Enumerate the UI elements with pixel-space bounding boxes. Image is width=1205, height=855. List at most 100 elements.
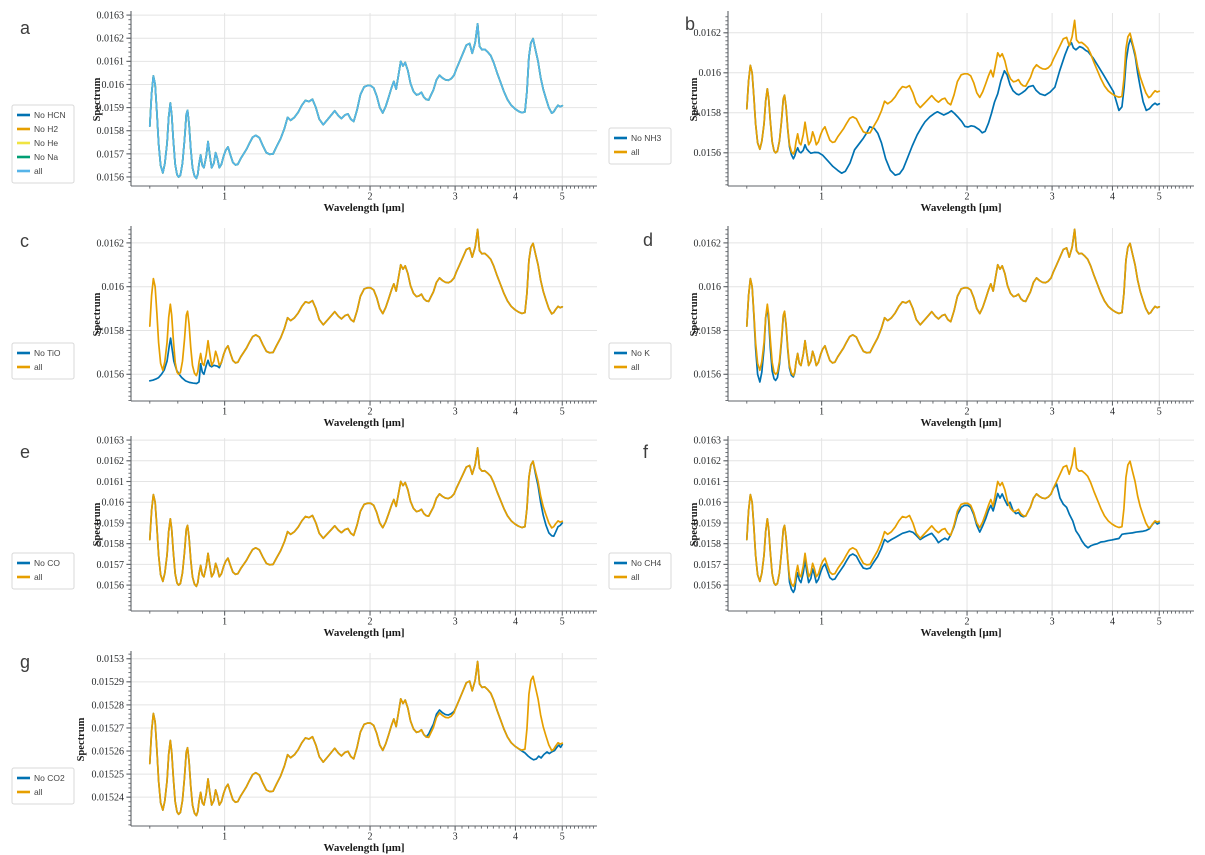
panel-a-chart: 1 2 3 4 5 0.0163 0.0162 0.0161 0.016 0.0159 0.0158… xyxy=(11,10,597,214)
series-lines xyxy=(148,23,564,180)
series-lines xyxy=(148,447,564,588)
x-axis-ticks: 1 2 3 4 5 xyxy=(149,611,594,628)
y-tick-label: 0.0161 xyxy=(97,57,125,68)
x-axis-ticks: 1 2 3 4 5 xyxy=(149,401,594,418)
series-lines xyxy=(148,228,564,385)
x-tick-label: 1 xyxy=(819,192,824,203)
x-tick-label: 5 xyxy=(560,192,565,203)
x-axis-title: Wavelength [μm] xyxy=(920,417,1001,429)
x-tick-label: 2 xyxy=(368,832,373,843)
y-tick-label: 0.0157 xyxy=(694,560,722,571)
legend-box xyxy=(11,104,75,184)
legend: No CH4 all xyxy=(608,552,672,590)
y-axis-title: Spectrum xyxy=(92,292,103,336)
x-tick-label: 4 xyxy=(1110,407,1115,418)
y-tick-label: 0.0156 xyxy=(694,370,722,381)
x-tick-label: 3 xyxy=(1050,407,1055,418)
legend-label: all xyxy=(631,362,640,372)
panel-letter: b xyxy=(685,14,695,34)
x-tick-label: 3 xyxy=(453,617,458,628)
legend-label: No CO xyxy=(34,558,60,568)
x-axis-ticks: 1 2 3 4 5 xyxy=(746,401,1191,418)
x-axis-ticks: 1 2 3 4 5 xyxy=(746,611,1191,628)
gridlines xyxy=(131,228,597,401)
x-tick-label: 2 xyxy=(368,407,373,418)
y-axis-title: Spectrum xyxy=(689,77,700,121)
legend-label: all xyxy=(34,572,43,582)
y-tick-label: 0.016 xyxy=(102,282,125,293)
y-axis-ticks: 0.0163 0.0162 0.0161 0.016 0.0159 0.0158 0.015… xyxy=(97,10,131,183)
y-tick-label: 0.016 xyxy=(699,282,722,293)
panel-letter: a xyxy=(20,18,31,38)
y-tick-label: 0.0162 xyxy=(694,456,722,467)
x-tick-label: 4 xyxy=(1110,617,1115,628)
x-axis-title: Wavelength [μm] xyxy=(323,417,404,429)
y-tick-label: 0.0162 xyxy=(97,456,125,467)
legend-label: No He xyxy=(34,138,58,148)
y-tick-label: 0.016 xyxy=(102,80,125,91)
y-tick-label: 0.0158 xyxy=(97,326,125,337)
x-tick-label: 5 xyxy=(1157,617,1162,628)
legend-label: No CO2 xyxy=(34,773,65,783)
series-line-all xyxy=(148,23,564,180)
y-tick-label: 0.0157 xyxy=(97,560,125,571)
panel-letter: d xyxy=(643,230,653,250)
x-tick-label: 1 xyxy=(222,617,227,628)
legend-label: No K xyxy=(631,348,650,358)
series-lines xyxy=(745,447,1161,594)
panel-letter: e xyxy=(20,442,30,462)
legend-label: No Na xyxy=(34,152,58,162)
x-tick-label: 1 xyxy=(222,407,227,418)
panel-e-chart: 1 2 3 4 5 0.0163 0.0162 0.0161 0.016 0.0159 0.0158… xyxy=(11,435,597,639)
x-tick-label: 1 xyxy=(222,832,227,843)
x-axis-ticks: 1 2 3 4 5 xyxy=(149,826,594,843)
x-tick-label: 1 xyxy=(819,407,824,418)
x-tick-label: 4 xyxy=(513,192,518,203)
y-axis-ticks: 0.0163 0.0162 0.0161 0.016 0.0159 0.0158 0.015… xyxy=(97,435,131,611)
y-axis-ticks: 0.0162 0.016 0.0158 0.0156 xyxy=(97,229,131,402)
y-tick-label: 0.0163 xyxy=(694,435,722,446)
x-axis-title: Wavelength [μm] xyxy=(323,202,404,214)
y-tick-label: 0.016 xyxy=(102,498,125,509)
x-axis-title: Wavelength [μm] xyxy=(323,842,404,854)
panel-g-chart: 1 2 3 4 50.01530.015290.015280.015270.015260… xyxy=(11,651,597,854)
y-tick-label: 0.0158 xyxy=(694,539,722,550)
y-axis-ticks: 0.0163 0.0162 0.0161 0.016 0.0159 0.0158 0.015… xyxy=(694,435,728,611)
panel-b-chart: 1 2 3 4 5 0.0162 0.016 0.0158 0.0156 Wavelength [… xyxy=(608,11,1194,214)
y-tick-label: 0.0158 xyxy=(97,126,125,137)
y-tick-label: 0.0159 xyxy=(694,518,722,529)
y-tick-label: 0.016 xyxy=(699,68,722,79)
legend-label: No TiO xyxy=(34,348,61,358)
y-tick-label: 0.0156 xyxy=(694,581,722,592)
y-tick-label: 0.0162 xyxy=(97,34,125,45)
legend-label: all xyxy=(34,166,43,176)
y-tick-label: 0.0158 xyxy=(694,108,722,119)
y-tick-label: 0.0162 xyxy=(97,238,125,249)
y-tick-label: 0.0158 xyxy=(97,539,125,550)
series-line-all xyxy=(148,228,564,377)
legend: No CO2 all xyxy=(11,767,75,805)
series-line-no-ch4 xyxy=(745,483,1161,594)
y-axis-ticks: 0.0162 0.016 0.0158 0.0156 xyxy=(694,16,728,186)
series-line-all xyxy=(745,447,1161,588)
x-tick-label: 4 xyxy=(513,617,518,628)
gridlines xyxy=(131,653,597,826)
panel-letter: f xyxy=(643,442,649,462)
x-axis-title: Wavelength [μm] xyxy=(323,627,404,639)
y-tick-label: 0.0161 xyxy=(694,477,722,488)
gridlines xyxy=(728,438,1194,611)
y-tick-label: 0.0159 xyxy=(97,103,125,114)
gridlines xyxy=(728,228,1194,401)
legend: No K all xyxy=(608,342,672,380)
x-tick-label: 4 xyxy=(513,832,518,843)
legend-label: all xyxy=(34,362,43,372)
y-axis-title: Spectrum xyxy=(689,502,700,546)
series-line-no-co xyxy=(148,447,564,588)
x-tick-label: 5 xyxy=(560,407,565,418)
y-tick-label: 0.0163 xyxy=(97,435,125,446)
y-axis-ticks: 0.0153 0.01529 0.01528 0.01527 0.01526 0.0152… xyxy=(92,653,131,826)
x-axis-title: Wavelength [μm] xyxy=(920,627,1001,639)
y-tick-label: 0.01524 xyxy=(92,793,125,804)
legend-label: all xyxy=(34,787,43,797)
